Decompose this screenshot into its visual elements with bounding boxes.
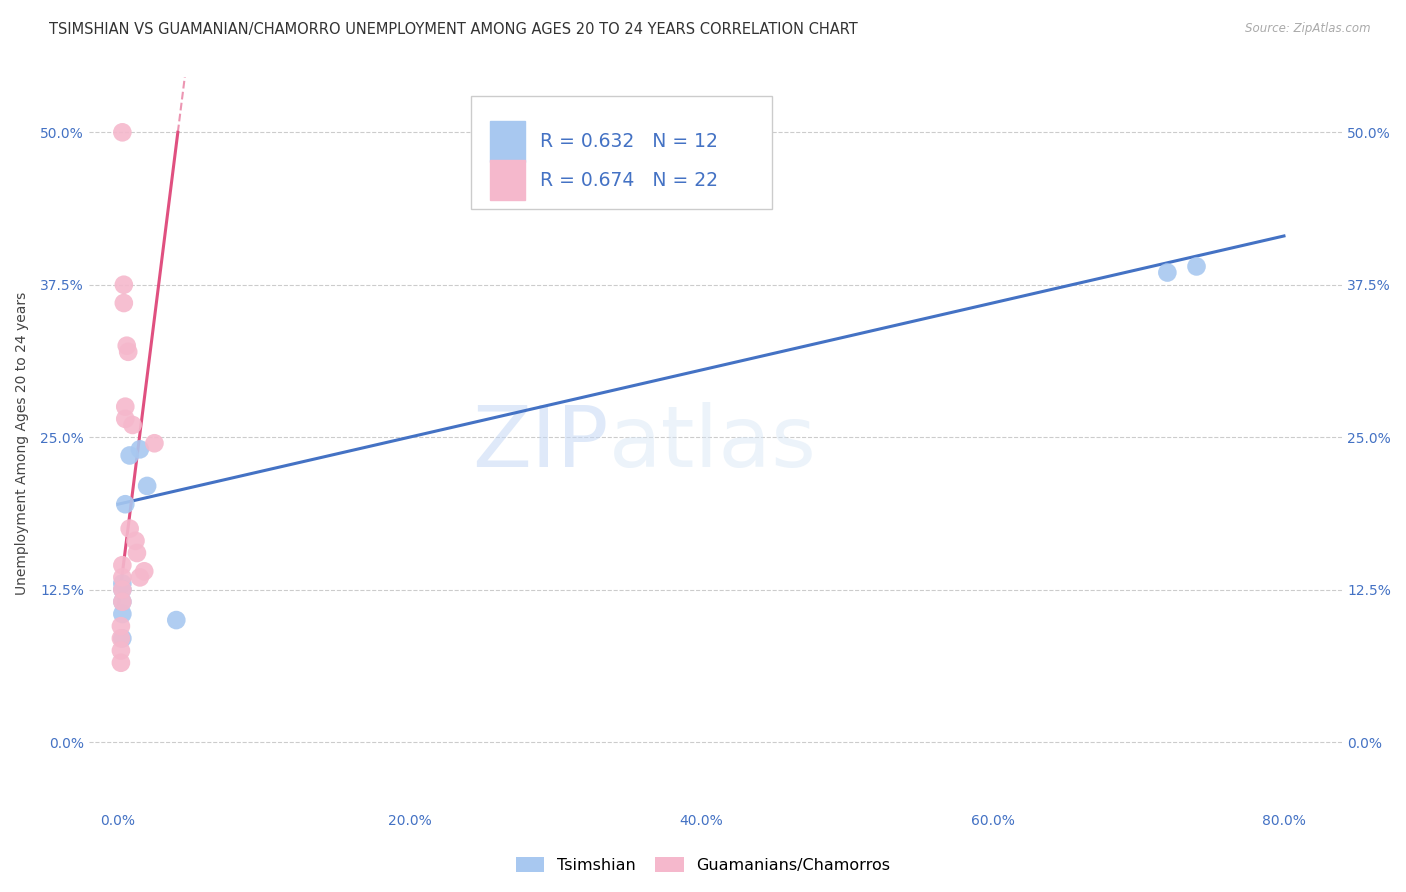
Bar [489,121,524,161]
Text: Source: ZipAtlas.com: Source: ZipAtlas.com [1246,22,1371,36]
Text: ZIP: ZIP [472,401,609,484]
Point [111,576,134,591]
Point [143,436,166,450]
Point [110,643,132,657]
Point [111,595,134,609]
Text: atlas: atlas [609,401,817,484]
Y-axis label: Unemployment Among Ages 20 to 24 years: Unemployment Among Ages 20 to 24 years [15,292,30,595]
Point [111,582,134,597]
Bar [489,161,524,201]
Point [111,632,134,646]
Point [124,533,146,548]
Point [1185,260,1208,274]
Point [114,412,136,426]
Point [121,417,143,432]
Point [112,296,135,310]
FancyBboxPatch shape [471,95,772,209]
Legend: Tsimshian, Guamanians/Chamorros: Tsimshian, Guamanians/Chamorros [509,851,897,880]
Point [111,558,134,573]
Point [118,522,141,536]
Point [125,546,148,560]
Point [111,570,134,584]
Point [114,497,136,511]
Point [117,344,139,359]
Point [112,277,135,292]
Point [128,570,150,584]
Text: R = 0.674   N = 22: R = 0.674 N = 22 [540,170,718,190]
Point [111,607,134,621]
Point [111,582,134,597]
Point [110,619,132,633]
Point [111,595,134,609]
Point [118,449,141,463]
Point [128,442,150,457]
Point [134,564,156,578]
Point [114,400,136,414]
Text: TSIMSHIAN VS GUAMANIAN/CHAMORRO UNEMPLOYMENT AMONG AGES 20 TO 24 YEARS CORRELATI: TSIMSHIAN VS GUAMANIAN/CHAMORRO UNEMPLOY… [49,22,858,37]
Point [115,339,138,353]
Point [110,632,132,646]
Point [136,479,159,493]
Text: R = 0.632   N = 12: R = 0.632 N = 12 [540,132,718,151]
Point [1156,266,1178,280]
Point [110,656,132,670]
Point [165,613,187,627]
Point [111,125,134,139]
